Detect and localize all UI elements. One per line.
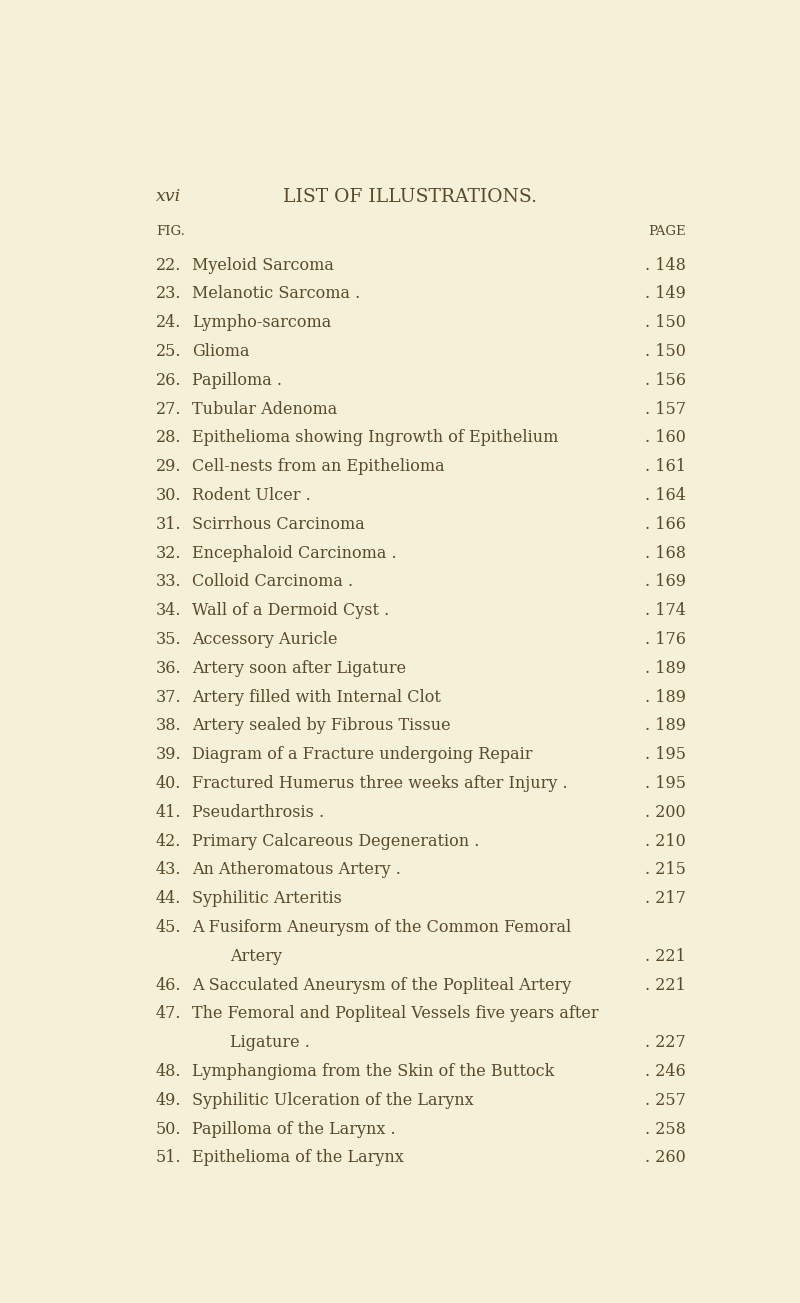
Text: . 168: . 168: [645, 545, 686, 562]
Text: 24.: 24.: [156, 314, 181, 331]
Text: 33.: 33.: [156, 573, 182, 590]
Text: Accessory Auricle: Accessory Auricle: [192, 631, 338, 648]
Text: 44.: 44.: [156, 890, 181, 907]
Text: 22.: 22.: [156, 257, 181, 274]
Text: The Femoral and Popliteal Vessels five years after: The Femoral and Popliteal Vessels five y…: [192, 1006, 598, 1023]
Text: 40.: 40.: [156, 775, 181, 792]
Text: 43.: 43.: [156, 861, 182, 878]
Text: . 157: . 157: [645, 400, 686, 418]
Text: . 195: . 195: [645, 747, 686, 764]
Text: . 149: . 149: [645, 285, 686, 302]
Text: . 221: . 221: [645, 947, 686, 964]
Text: Glioma: Glioma: [192, 343, 250, 360]
Text: 37.: 37.: [156, 688, 182, 706]
Text: 50.: 50.: [156, 1121, 182, 1138]
Text: Artery soon after Ligature: Artery soon after Ligature: [192, 659, 406, 676]
Text: . 189: . 189: [645, 659, 686, 676]
Text: 26.: 26.: [156, 371, 182, 388]
Text: . 156: . 156: [645, 371, 686, 388]
Text: . 161: . 161: [645, 459, 686, 476]
Text: 45.: 45.: [156, 919, 182, 936]
Text: . 246: . 246: [645, 1063, 686, 1080]
Text: FIG.: FIG.: [156, 224, 185, 237]
Text: Cell-nests from an Epithelioma: Cell-nests from an Epithelioma: [192, 459, 444, 476]
Text: . 148: . 148: [645, 257, 686, 274]
Text: . 195: . 195: [645, 775, 686, 792]
Text: Artery: Artery: [230, 947, 282, 964]
Text: 39.: 39.: [156, 747, 182, 764]
Text: 30.: 30.: [156, 487, 182, 504]
Text: 38.: 38.: [156, 718, 182, 735]
Text: 42.: 42.: [156, 833, 181, 850]
Text: . 200: . 200: [646, 804, 686, 821]
Text: Wall of a Dermoid Cyst .: Wall of a Dermoid Cyst .: [192, 602, 389, 619]
Text: 34.: 34.: [156, 602, 182, 619]
Text: 32.: 32.: [156, 545, 182, 562]
Text: Melanotic Sarcoma .: Melanotic Sarcoma .: [192, 285, 360, 302]
Text: 28.: 28.: [156, 430, 182, 447]
Text: 35.: 35.: [156, 631, 182, 648]
Text: 27.: 27.: [156, 400, 182, 418]
Text: . 176: . 176: [645, 631, 686, 648]
Text: . 258: . 258: [645, 1121, 686, 1138]
Text: 29.: 29.: [156, 459, 182, 476]
Text: . 174: . 174: [645, 602, 686, 619]
Text: xvi: xvi: [156, 189, 181, 206]
Text: 49.: 49.: [156, 1092, 182, 1109]
Text: . 260: . 260: [645, 1149, 686, 1166]
Text: Papilloma of the Larynx .: Papilloma of the Larynx .: [192, 1121, 395, 1138]
Text: . 169: . 169: [645, 573, 686, 590]
Text: Scirrhous Carcinoma: Scirrhous Carcinoma: [192, 516, 365, 533]
Text: 48.: 48.: [156, 1063, 182, 1080]
Text: . 257: . 257: [645, 1092, 686, 1109]
Text: Lymphangioma from the Skin of the Buttock: Lymphangioma from the Skin of the Buttoc…: [192, 1063, 554, 1080]
Text: Artery filled with Internal Clot: Artery filled with Internal Clot: [192, 688, 441, 706]
Text: Lympho-sarcoma: Lympho-sarcoma: [192, 314, 331, 331]
Text: . 210: . 210: [645, 833, 686, 850]
Text: A Sacculated Aneurysm of the Popliteal Artery: A Sacculated Aneurysm of the Popliteal A…: [192, 976, 571, 994]
Text: Encephaloid Carcinoma .: Encephaloid Carcinoma .: [192, 545, 396, 562]
Text: Diagram of a Fracture undergoing Repair: Diagram of a Fracture undergoing Repair: [192, 747, 532, 764]
Text: LIST OF ILLUSTRATIONS.: LIST OF ILLUSTRATIONS.: [283, 189, 537, 206]
Text: 47.: 47.: [156, 1006, 182, 1023]
Text: . 189: . 189: [645, 688, 686, 706]
Text: 23.: 23.: [156, 285, 182, 302]
Text: Ligature .: Ligature .: [230, 1035, 310, 1052]
Text: Papilloma .: Papilloma .: [192, 371, 282, 388]
Text: . 160: . 160: [645, 430, 686, 447]
Text: 25.: 25.: [156, 343, 182, 360]
Text: Myeloid Sarcoma: Myeloid Sarcoma: [192, 257, 334, 274]
Text: Colloid Carcinoma .: Colloid Carcinoma .: [192, 573, 353, 590]
Text: Rodent Ulcer .: Rodent Ulcer .: [192, 487, 310, 504]
Text: 31.: 31.: [156, 516, 182, 533]
Text: Primary Calcareous Degeneration .: Primary Calcareous Degeneration .: [192, 833, 479, 850]
Text: An Atheromatous Artery .: An Atheromatous Artery .: [192, 861, 401, 878]
Text: . 150: . 150: [645, 314, 686, 331]
Text: Tubular Adenoma: Tubular Adenoma: [192, 400, 337, 418]
Text: Epithelioma showing Ingrowth of Epithelium: Epithelioma showing Ingrowth of Epitheli…: [192, 430, 558, 447]
Text: 51.: 51.: [156, 1149, 182, 1166]
Text: . 150: . 150: [645, 343, 686, 360]
Text: . 215: . 215: [645, 861, 686, 878]
Text: . 221: . 221: [645, 976, 686, 994]
Text: . 189: . 189: [645, 718, 686, 735]
Text: . 217: . 217: [645, 890, 686, 907]
Text: 46.: 46.: [156, 976, 182, 994]
Text: 36.: 36.: [156, 659, 182, 676]
Text: 41.: 41.: [156, 804, 182, 821]
Text: Syphilitic Arteritis: Syphilitic Arteritis: [192, 890, 342, 907]
Text: Fractured Humerus three weeks after Injury .: Fractured Humerus three weeks after Inju…: [192, 775, 567, 792]
Text: Syphilitic Ulceration of the Larynx: Syphilitic Ulceration of the Larynx: [192, 1092, 474, 1109]
Text: . 164: . 164: [645, 487, 686, 504]
Text: Epithelioma of the Larynx: Epithelioma of the Larynx: [192, 1149, 403, 1166]
Text: PAGE: PAGE: [648, 224, 686, 237]
Text: . 227: . 227: [645, 1035, 686, 1052]
Text: Pseudarthrosis .: Pseudarthrosis .: [192, 804, 324, 821]
Text: A Fusiform Aneurysm of the Common Femoral: A Fusiform Aneurysm of the Common Femora…: [192, 919, 571, 936]
Text: Artery sealed by Fibrous Tissue: Artery sealed by Fibrous Tissue: [192, 718, 450, 735]
Text: . 166: . 166: [645, 516, 686, 533]
